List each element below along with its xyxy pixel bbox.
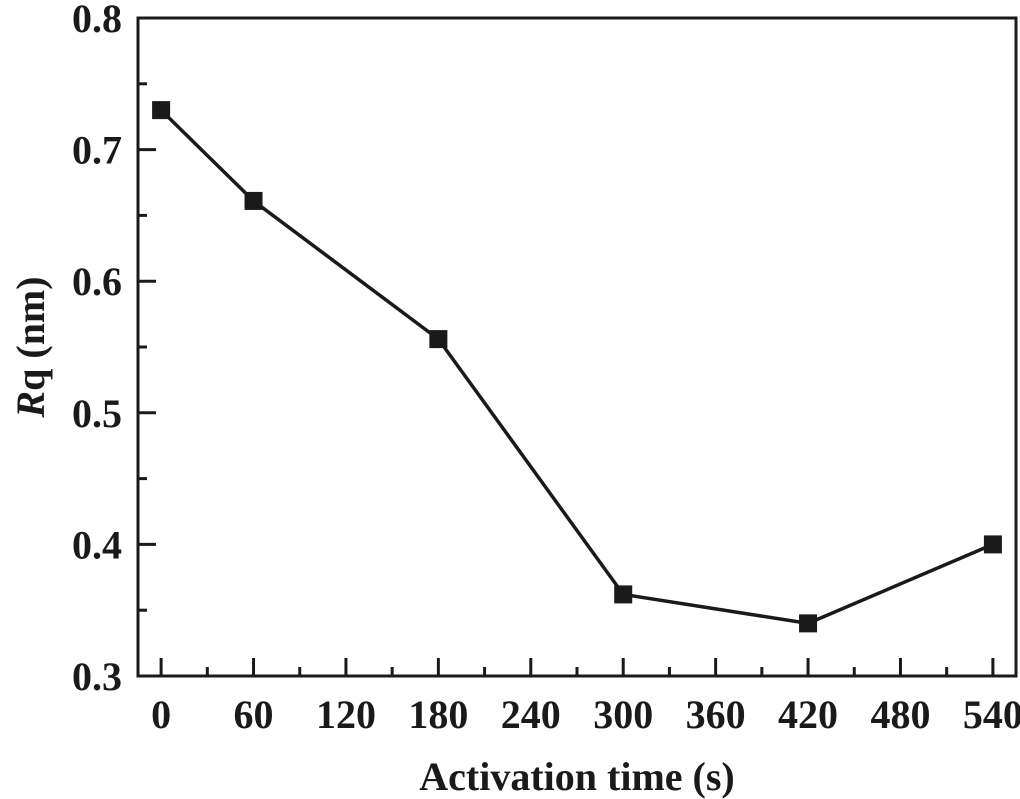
y-axis-title-italic: R: [8, 391, 53, 419]
x-axis-title: Activation time (s): [419, 754, 734, 799]
y-axis-title-rest: q (nm): [8, 276, 53, 390]
x-tick-label: 300: [593, 692, 653, 737]
series-line-segment: [622, 592, 809, 626]
x-tick-label: 240: [501, 692, 561, 737]
data-point-marker: [244, 191, 263, 210]
data-point-marker: [614, 585, 633, 604]
x-tick-label: 420: [778, 692, 838, 737]
data-point-marker: [983, 535, 1002, 554]
x-tick-label: 0: [151, 692, 171, 737]
series-line-segment: [807, 542, 994, 625]
x-tick-label: 180: [408, 692, 468, 737]
y-tick-label: 0.6: [72, 259, 122, 304]
series-layer: [152, 101, 1002, 633]
series-line-segment: [252, 199, 440, 341]
x-tick-label: 360: [686, 692, 746, 737]
y-tick-label: 0.7: [72, 128, 122, 173]
series-line-segment: [436, 338, 625, 596]
series-line-segment: [159, 108, 255, 203]
x-axis: 0 60 120 180 240 300 360 420 480 540: [151, 658, 1020, 737]
y-axis-title: Rq (nm): [8, 276, 53, 418]
x-tick-label: 480: [870, 692, 930, 737]
y-tick-label: 0.5: [72, 391, 122, 436]
data-point-marker: [799, 614, 818, 633]
y-tick-label: 0.3: [72, 654, 122, 699]
x-tick-label: 540: [963, 692, 1020, 737]
y-tick-label: 0.8: [72, 0, 122, 41]
x-tick-label: 120: [316, 692, 376, 737]
y-axis: 0.3 0.4 0.5 0.6 0.7 0.8: [72, 0, 156, 699]
data-point-marker: [152, 101, 171, 120]
y-tick-label: 0.4: [72, 522, 122, 567]
plot-frame: [136, 16, 1018, 678]
x-tick-label: 60: [234, 692, 274, 737]
data-point-marker: [429, 330, 448, 349]
